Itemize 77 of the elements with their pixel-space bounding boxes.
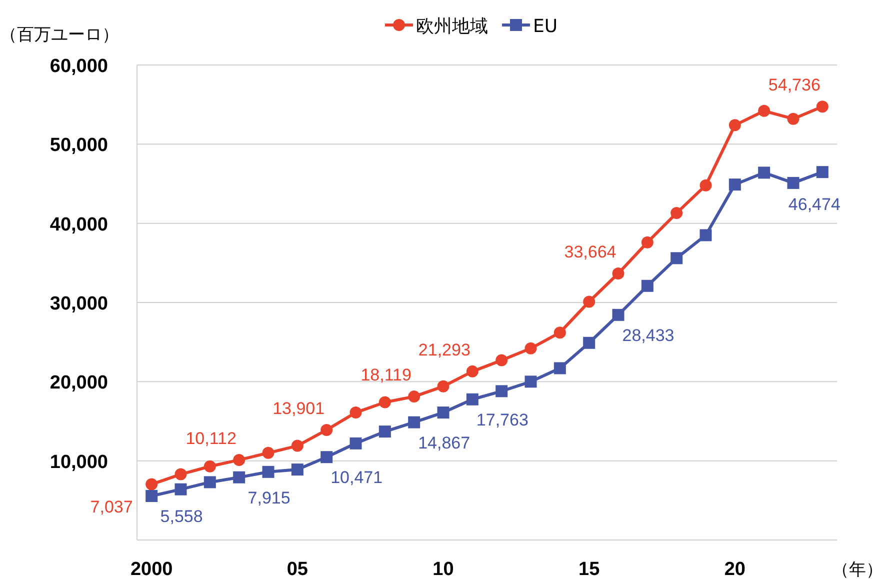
point — [350, 437, 362, 450]
point — [291, 464, 304, 476]
point — [320, 424, 333, 436]
point — [583, 336, 596, 349]
point — [262, 446, 274, 459]
x-tick-label: 05 — [286, 559, 308, 579]
point — [262, 466, 274, 478]
data-label: 54,736 — [768, 76, 820, 95]
x-tick-label: 20 — [724, 559, 746, 579]
point — [437, 406, 450, 419]
point — [728, 119, 741, 132]
data-label: 10,471 — [330, 468, 383, 488]
point — [466, 365, 478, 378]
point — [437, 380, 450, 392]
x-tick-label: 10 — [432, 559, 454, 579]
point — [787, 112, 800, 125]
point — [758, 166, 770, 179]
point — [612, 308, 624, 321]
point — [174, 483, 187, 496]
y-tick-label: 30,000 — [50, 294, 108, 314]
point — [700, 179, 712, 192]
point — [524, 376, 537, 388]
data-label: 18,119 — [360, 366, 412, 385]
point — [233, 454, 246, 466]
point — [204, 476, 216, 488]
legend-label: EU — [533, 16, 558, 37]
point — [728, 178, 741, 191]
data-label: 14,867 — [418, 433, 470, 452]
point — [583, 296, 596, 308]
legend-label: 欧州地域 — [416, 16, 488, 37]
data-label: 5,558 — [160, 507, 203, 526]
data-label: 7,037 — [90, 497, 133, 516]
x-axis-title: （年） — [832, 560, 883, 579]
y-tick-label: 20,000 — [50, 372, 108, 394]
y-axis-title: （百万ユーロ） — [0, 25, 119, 45]
point — [466, 393, 478, 406]
y-tick-label: 10,000 — [50, 452, 108, 473]
data-label: 10,112 — [186, 428, 236, 448]
point — [787, 176, 800, 189]
point — [554, 326, 566, 339]
point — [554, 362, 566, 374]
point — [700, 229, 712, 242]
point — [233, 471, 246, 484]
y-tick-label: 40,000 — [50, 214, 108, 236]
point — [670, 207, 683, 220]
point — [641, 236, 654, 248]
data-label: 13,901 — [272, 398, 325, 418]
point — [146, 478, 158, 490]
data-label: 28,433 — [622, 326, 674, 345]
point — [524, 342, 537, 354]
point — [146, 490, 158, 502]
point — [408, 416, 420, 428]
point — [320, 451, 333, 464]
point — [204, 460, 216, 472]
data-label: 17,763 — [476, 410, 528, 430]
point — [174, 468, 187, 480]
point — [496, 385, 508, 398]
point — [408, 390, 420, 403]
point — [378, 426, 391, 438]
x-tick-label: 15 — [578, 559, 600, 579]
data-label: 33,664 — [564, 242, 616, 262]
point — [816, 166, 828, 178]
point — [641, 280, 654, 292]
point — [350, 406, 362, 419]
y-tick-label: 60,000 — [50, 56, 108, 77]
data-label: 7,915 — [248, 488, 290, 508]
data-label: 21,293 — [418, 340, 470, 360]
y-tick-label: 50,000 — [50, 135, 108, 156]
point — [816, 100, 828, 113]
point — [670, 252, 683, 264]
point — [758, 104, 770, 117]
point — [378, 396, 391, 408]
data-label: 46,474 — [788, 195, 840, 214]
x-tick-label: 2000 — [130, 559, 173, 579]
point — [291, 440, 304, 452]
point — [612, 267, 624, 280]
point — [496, 354, 508, 366]
